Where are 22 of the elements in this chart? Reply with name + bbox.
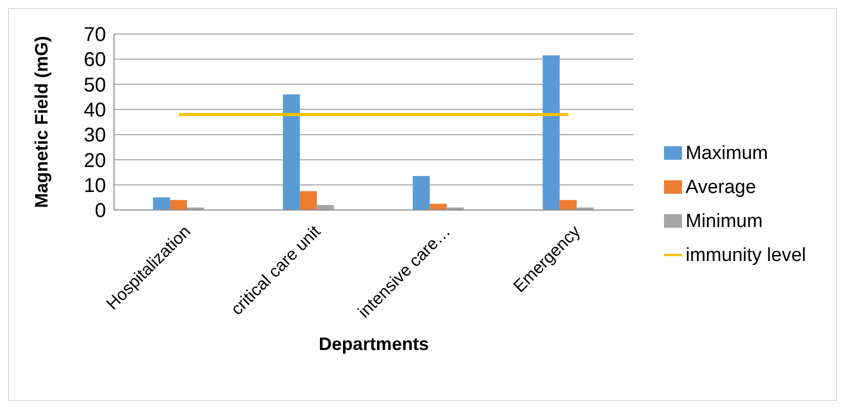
legend-label: immunity level [686, 244, 806, 266]
bar [170, 200, 187, 210]
bar [542, 55, 560, 210]
y-tick-label: 50 [84, 74, 106, 96]
bar [300, 191, 317, 210]
y-tick-label: 60 [84, 49, 106, 72]
legend-label: Minimum [686, 210, 763, 232]
y-tick-label: 20 [84, 150, 106, 172]
bar [560, 200, 577, 210]
bar [152, 197, 170, 210]
y-tick-label: 30 [84, 124, 106, 147]
y-tick-label: 70 [84, 24, 106, 46]
y-axis-title: Magnetic Field (mG) [31, 36, 52, 208]
legend-label: Maximum [686, 142, 768, 164]
bar [282, 94, 300, 210]
legend-label: Average [686, 176, 756, 198]
x-axis-title: Departments [318, 334, 429, 354]
y-tick-label: 0 [94, 200, 106, 222]
bar [430, 204, 447, 210]
y-tick-label: 40 [84, 100, 106, 122]
bar [412, 176, 430, 210]
y-tick-label: 10 [84, 174, 106, 197]
